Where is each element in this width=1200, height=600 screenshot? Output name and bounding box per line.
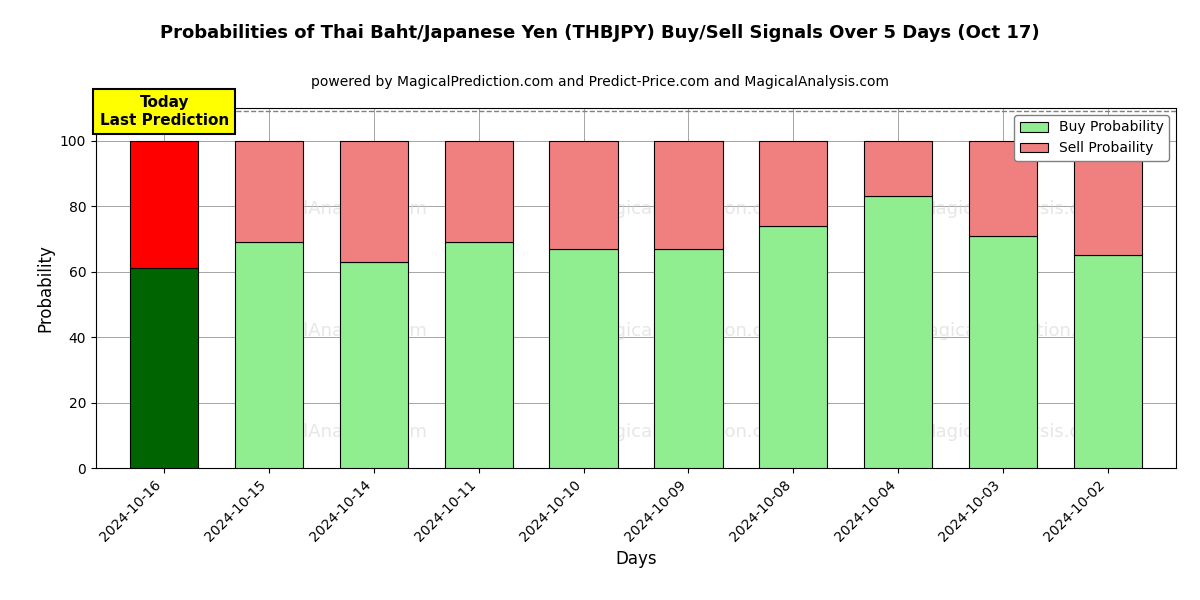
Text: MagicalPrediction.com: MagicalPrediction.com (588, 200, 792, 218)
Text: Probabilities of Thai Baht/Japanese Yen (THBJPY) Buy/Sell Signals Over 5 Days (O: Probabilities of Thai Baht/Japanese Yen … (160, 24, 1040, 42)
Text: MagicalPrediction.com: MagicalPrediction.com (588, 322, 792, 340)
Bar (130, 141, 198, 268)
X-axis label: Days: Days (616, 550, 656, 568)
Text: Today
Last Prediction: Today Last Prediction (100, 95, 229, 128)
Bar (1074, 255, 1142, 468)
Text: MagicalAnalysis.com: MagicalAnalysis.com (240, 322, 427, 340)
Text: MagicalAnalysis.com: MagicalAnalysis.com (920, 423, 1108, 441)
Bar (760, 226, 827, 468)
Bar (1074, 141, 1142, 255)
Text: MagicalAnalysis.com: MagicalAnalysis.com (240, 200, 427, 218)
Text: MagicalPrediction.com: MagicalPrediction.com (588, 423, 792, 441)
Legend: Buy Probability, Sell Probaility: Buy Probability, Sell Probaility (1014, 115, 1169, 161)
Bar (235, 242, 304, 468)
Text: MagicalAnalysis.com: MagicalAnalysis.com (240, 423, 427, 441)
Bar (760, 141, 827, 226)
Bar (340, 141, 408, 262)
Bar (654, 141, 722, 249)
Text: powered by MagicalPrediction.com and Predict-Price.com and MagicalAnalysis.com: powered by MagicalPrediction.com and Pre… (311, 75, 889, 89)
Bar (340, 262, 408, 468)
Bar (864, 141, 932, 196)
Bar (445, 141, 512, 242)
Y-axis label: Probability: Probability (36, 244, 54, 332)
Bar (235, 141, 304, 242)
Text: MagicalAnalysis.com: MagicalAnalysis.com (920, 200, 1108, 218)
Bar (445, 242, 512, 468)
Bar (968, 236, 1037, 468)
Bar (130, 268, 198, 468)
Bar (968, 141, 1037, 236)
Text: MagicalPrediction.com: MagicalPrediction.com (912, 322, 1116, 340)
Bar (864, 196, 932, 468)
Bar (550, 249, 618, 468)
Bar (550, 141, 618, 249)
Bar (654, 249, 722, 468)
